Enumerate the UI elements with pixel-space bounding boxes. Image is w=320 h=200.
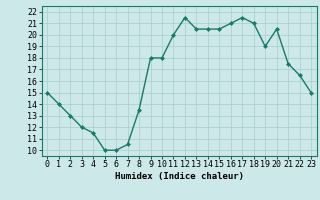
X-axis label: Humidex (Indice chaleur): Humidex (Indice chaleur) (115, 172, 244, 181)
